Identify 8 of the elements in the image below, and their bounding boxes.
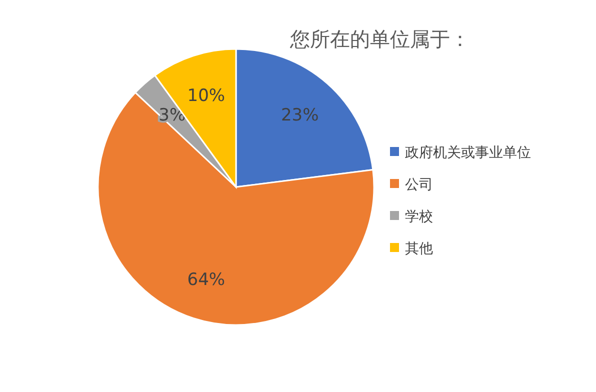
legend: 政府机关或事业单位	[405, 145, 531, 161]
legend: 公司	[405, 177, 433, 193]
label: 64%	[187, 270, 226, 290]
label: 10%	[187, 86, 226, 106]
title: 您所在的单位属于：	[290, 27, 470, 51]
legend: 学校	[405, 209, 433, 225]
legend: 其他	[405, 241, 433, 257]
label: 23%	[280, 106, 319, 126]
